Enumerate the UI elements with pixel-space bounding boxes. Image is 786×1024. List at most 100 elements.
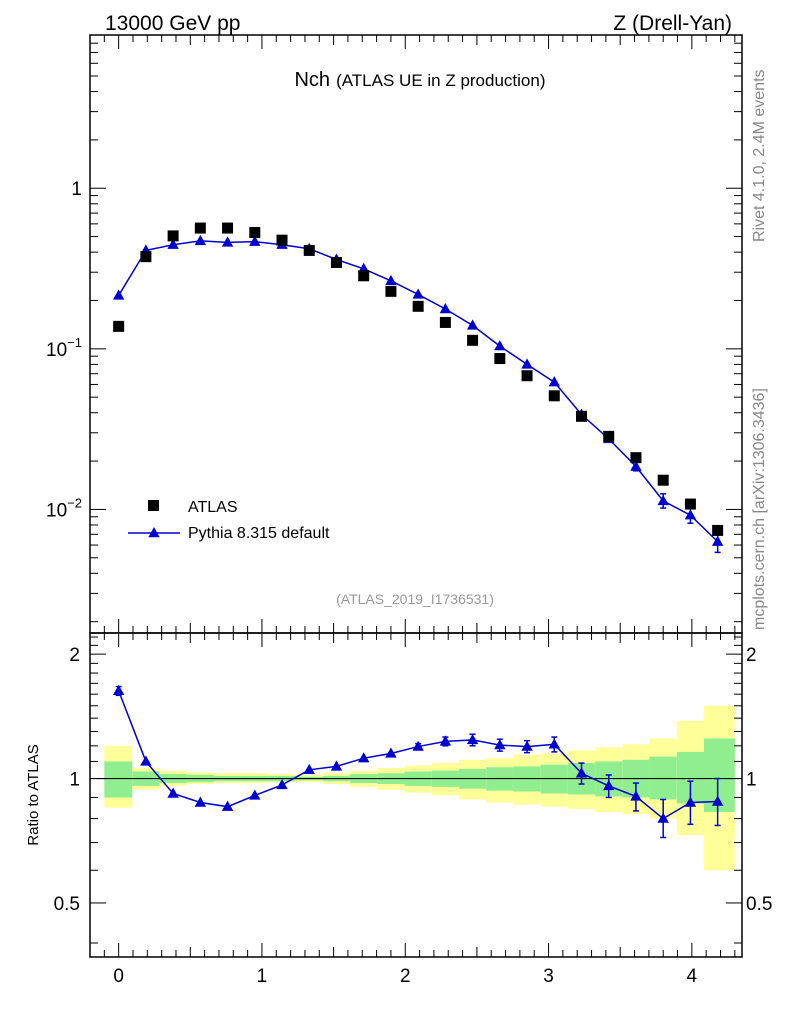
mc-point — [249, 235, 261, 246]
main-title-main: Nch — [294, 69, 330, 91]
ratio-point — [357, 752, 370, 763]
data-point — [657, 474, 669, 486]
ratio-point — [167, 787, 179, 798]
data-point — [684, 498, 696, 510]
mc-point — [521, 358, 533, 369]
data-point — [249, 227, 261, 239]
main-y-tick-label-exp: −2 — [67, 495, 82, 510]
x-tick-label: 1 — [257, 966, 268, 987]
ratio-point — [140, 755, 152, 766]
main-data-series — [113, 222, 724, 536]
legend-mc-marker — [148, 527, 160, 538]
mc-point — [466, 319, 479, 330]
analysis-label: (ATLAS_2019_I1736531) — [336, 591, 494, 607]
ratio-point — [603, 779, 615, 791]
axis-ticks — [89, 34, 742, 957]
axis-tick-labels: 110−110−22 21 10.5 0.50 1 2 3 4 — [46, 179, 772, 987]
main-y-tick-label-base: 1 — [71, 179, 82, 200]
ratio-bands — [104, 705, 735, 871]
ratio-ylabel: Ratio to ATLAS — [25, 744, 42, 845]
legend-mc-label: Pythia 8.315 default — [188, 525, 330, 542]
ratio-point — [521, 740, 533, 751]
x-tick-label: 4 — [687, 966, 698, 987]
ratio-point — [684, 796, 697, 807]
mc-point — [385, 274, 397, 286]
legend: ATLAS Pythia 8.315 default — [128, 499, 330, 542]
ratio-point — [466, 733, 479, 745]
band-inner-segment — [104, 761, 133, 798]
ratio-point — [221, 800, 234, 811]
ratio-y-tick-label-left: 2 — [69, 645, 80, 666]
data-point — [140, 251, 152, 263]
data-point — [276, 234, 288, 246]
ratio-mc-series — [112, 684, 724, 839]
ratio-point — [330, 760, 343, 771]
ratio-y-tick-label-right: 0.5 — [746, 894, 772, 915]
data-point — [385, 285, 397, 297]
data-point — [303, 244, 315, 256]
data-point — [548, 390, 560, 402]
ratio-point — [276, 778, 288, 790]
ratio-point — [412, 740, 424, 751]
rivet-label: Rivet 4.1.0, 2.4M events — [751, 69, 768, 242]
data-point — [467, 334, 479, 346]
x-tick-label: 2 — [400, 966, 411, 987]
data-point — [494, 353, 506, 365]
main-y-tick-label-base: 10 — [46, 340, 67, 361]
ratio-y-tick-label-right: 2 — [746, 645, 757, 666]
mc-point — [439, 303, 452, 314]
mc-point — [548, 376, 560, 387]
main-y-tick-label: 10−2 — [46, 495, 82, 521]
mc-point — [630, 460, 642, 471]
data-point — [167, 230, 179, 242]
data-point — [358, 270, 370, 282]
mc-point — [194, 234, 207, 246]
ratio-point — [494, 739, 506, 750]
ratio-point — [439, 735, 452, 746]
header-right: Z (Drell-Yan) — [613, 12, 732, 35]
main-title: Nch (ATLAS UE in Z production) — [294, 69, 545, 91]
x-tick-label: 0 — [113, 966, 124, 987]
mc-point — [412, 288, 424, 299]
data-point — [521, 370, 533, 382]
data-point — [412, 300, 424, 312]
x-tick-label: 3 — [543, 966, 554, 987]
main-y-tick-label-exp: −1 — [67, 335, 82, 350]
data-point — [439, 316, 451, 328]
data-point — [576, 410, 588, 422]
ratio-point — [630, 790, 642, 801]
main-frame — [89, 34, 743, 634]
data-point — [194, 222, 206, 234]
legend-data-label: ATLAS — [188, 499, 238, 516]
ratio-point — [249, 789, 261, 800]
ratio-point — [575, 767, 588, 778]
ratio-y-tick-label-left: 1 — [69, 770, 80, 791]
mcplots-label: mcplots.cern.ch [arXiv:1306.3436] — [751, 388, 768, 630]
ratio-point — [194, 796, 207, 807]
ratio-frame — [89, 632, 743, 958]
data-point — [330, 256, 342, 268]
mc-point — [711, 535, 724, 546]
ratio-point — [112, 684, 125, 696]
mc-point — [112, 289, 125, 300]
main-y-tick-label: 10−1 — [46, 335, 82, 361]
mc-point — [221, 236, 234, 247]
ratio-y-tick-label-right: 1 — [746, 770, 757, 791]
main-y-tick-label: 1 — [71, 179, 82, 200]
legend-data-marker — [148, 500, 159, 511]
mc-point — [657, 494, 669, 506]
ratio-point — [657, 812, 669, 823]
header-left: 13000 GeV pp — [105, 12, 240, 35]
plot-frames — [89, 34, 743, 958]
data-point — [603, 430, 615, 442]
data-point — [630, 452, 642, 464]
ratio-point — [711, 795, 724, 806]
mc-point — [684, 509, 697, 520]
data-point — [712, 524, 724, 536]
ratio-point — [303, 763, 315, 774]
ratio-point — [548, 738, 560, 749]
data-point — [113, 320, 125, 332]
mc-line — [118, 240, 719, 543]
mc-point — [494, 340, 506, 351]
